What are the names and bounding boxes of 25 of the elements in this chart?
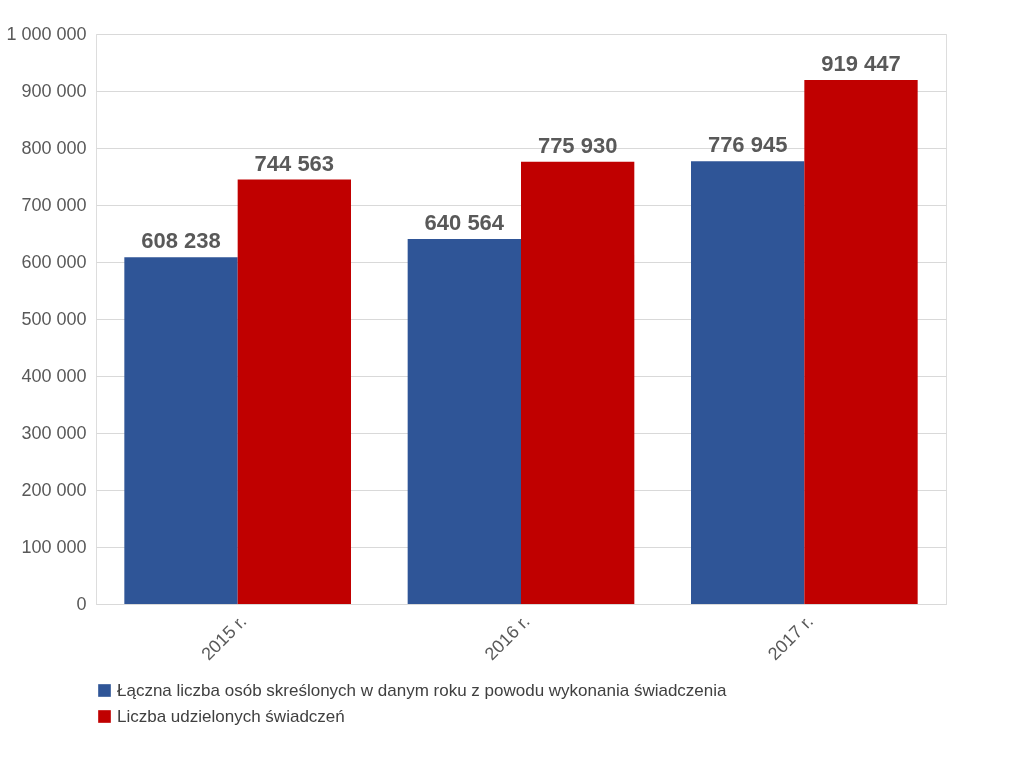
y-tick-label: 0	[76, 593, 87, 614]
bar	[691, 161, 805, 604]
data-label: 744 563	[254, 150, 335, 176]
y-tick-label: 1 000 000	[6, 23, 87, 44]
data-label: 919 447	[821, 50, 901, 76]
bar	[804, 79, 918, 604]
y-tick-label: 300 000	[21, 422, 87, 443]
bar	[521, 161, 635, 604]
y-tick-label: 200 000	[21, 479, 87, 500]
y-tick-label: 500 000	[21, 308, 87, 329]
y-tick-label: 600 000	[21, 251, 87, 272]
data-label: 608 238	[141, 228, 221, 254]
y-tick-label: 900 000	[21, 80, 87, 101]
data-label: 775 930	[537, 132, 618, 158]
legend-label: Liczba udzielonych świadczeń	[117, 706, 345, 726]
legend-label: Łączna liczba osób skreślonych w danym roku z powodu wykonania świadczenia	[117, 680, 728, 700]
bar	[407, 238, 521, 604]
y-tick-label: 400 000	[21, 365, 87, 386]
data-label: 776 945	[707, 132, 788, 158]
bar	[124, 257, 238, 604]
data-label: 640 564	[424, 209, 505, 235]
bar	[237, 179, 351, 604]
y-tick-label: 700 000	[21, 194, 87, 215]
y-tick-label: 100 000	[21, 536, 87, 557]
y-tick-label: 800 000	[21, 137, 87, 158]
